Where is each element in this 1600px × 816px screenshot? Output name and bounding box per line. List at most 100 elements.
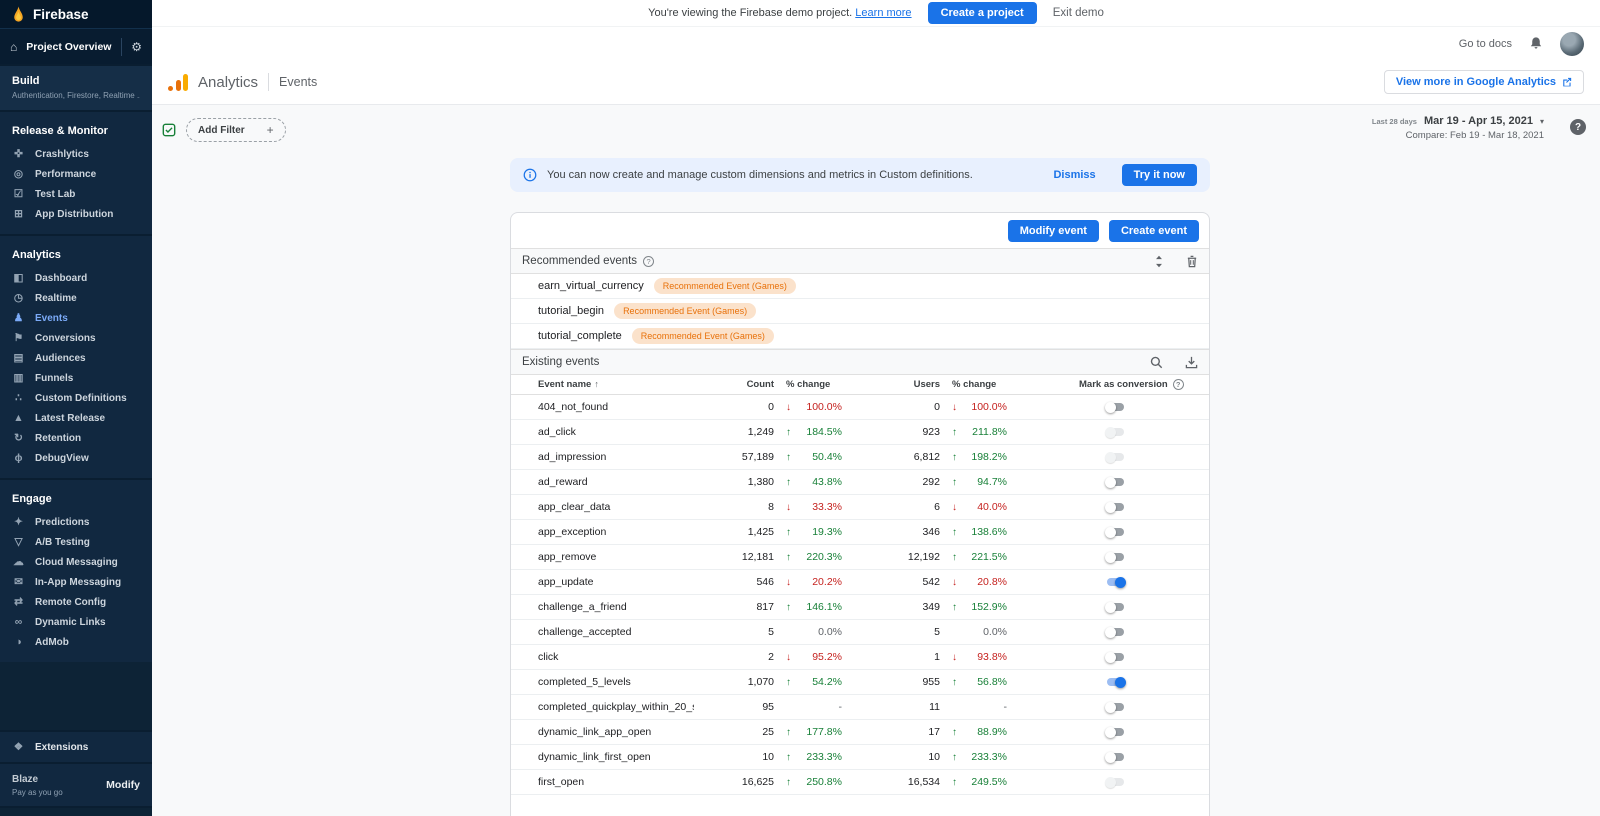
notifications-bell-icon[interactable] (1529, 36, 1543, 51)
brand-name: Firebase (33, 6, 89, 22)
sidebar-item-performance[interactable]: ◎ Performance (13, 168, 97, 180)
event-name: app_clear_data (538, 501, 611, 513)
event-table-row[interactable]: 404_not_found 0 ↓ 100.0% 0 ↓ 100.0% (511, 395, 1209, 420)
event-table-row[interactable]: ad_click 1,249 ↑ 184.5% 923 ↑ 211.8% (511, 420, 1209, 445)
create-event-button[interactable]: Create event (1108, 219, 1199, 242)
sidebar-build-section[interactable]: Build Authentication, Firestore, Realtim… (0, 66, 152, 110)
info-icon (523, 168, 537, 182)
existing-events-title: Existing events (522, 356, 600, 368)
sidebar-item-conversions[interactable]: ⚑ Conversions (13, 332, 96, 344)
gear-icon[interactable]: ⚙ (131, 39, 142, 54)
event-table-row[interactable]: completed_quickplay_within_20_steps 95 -… (511, 695, 1209, 720)
event-table-row[interactable]: challenge_a_friend 817 ↑ 146.1% 349 ↑ 152.… (511, 595, 1209, 620)
event-users-change: ↑ 88.9% (952, 726, 1007, 738)
mark-as-conversion-toggle[interactable] (1105, 501, 1124, 513)
event-table-row[interactable]: app_remove 12,181 ↑ 220.3% 12,192 ↑ 221.5% (511, 545, 1209, 570)
event-name: 404_not_found (538, 401, 609, 413)
sidebar-item-predictions[interactable]: ✦ Predictions (0, 512, 152, 532)
event-table-row[interactable]: click 2 ↓ 95.2% 1 ↓ 93.8% (511, 645, 1209, 670)
mark-as-conversion-toggle[interactable] (1107, 576, 1126, 588)
search-icon[interactable] (1150, 356, 1163, 369)
mark-as-conversion-toggle[interactable] (1105, 476, 1124, 488)
column-users[interactable]: Users (913, 379, 940, 390)
event-table-row[interactable]: app_exception 1,425 ↑ 19.3% 346 ↑ 138.6% (511, 520, 1209, 545)
event-table-row[interactable]: ad_reward 1,380 ↑ 43.8% 292 ↑ 94.7% (511, 470, 1209, 495)
event-users: 349 (922, 601, 940, 613)
go-to-docs-link[interactable]: Go to docs (1458, 37, 1512, 50)
project-overview-row[interactable]: ⌂ Project Overview ⚙ (0, 28, 152, 64)
download-icon[interactable] (1185, 356, 1198, 369)
recommended-event-row[interactable]: earn_virtual_currency Recommended Event … (511, 274, 1209, 299)
event-table-row[interactable]: completed_5_levels 1,070 ↑ 54.2% 955 ↑ 56.… (511, 670, 1209, 695)
event-table-row[interactable]: ad_impression 57,189 ↑ 50.4% 6,812 ↑ 198.2… (511, 445, 1209, 470)
event-users: 6 (934, 501, 940, 513)
sidebar-sections: Release & Monitor ✜ Crashlytics ◎ Perfor… (0, 110, 152, 662)
modify-plan-button[interactable]: Modify (106, 779, 140, 791)
event-table-row[interactable]: app_clear_data 8 ↓ 33.3% 6 ↓ 40.0% (511, 495, 1209, 520)
sidebar-item-app-distribution[interactable]: ⊞ App Distribution (0, 204, 152, 224)
mark-as-conversion-toggle[interactable] (1105, 526, 1124, 538)
dismiss-button[interactable]: Dismiss (1053, 169, 1096, 181)
modify-event-button[interactable]: Modify event (1007, 219, 1099, 242)
sidebar-item-remote-config[interactable]: ⇄ Remote Config (0, 592, 152, 612)
add-filter-button[interactable]: Add Filter + (186, 118, 286, 142)
sidebar-item-latest-release[interactable]: ▲ Latest Release (13, 412, 106, 424)
firebase-brand[interactable]: Firebase (0, 0, 152, 28)
project-overview-label: Project Overview (26, 40, 112, 53)
column-event-name[interactable]: Event name ↑ (538, 379, 599, 390)
event-name: ad_click (538, 426, 576, 438)
help-circle-icon[interactable]: ? (643, 255, 655, 267)
sidebar-item-dynamic-links[interactable]: ∞ Dynamic Links (0, 612, 152, 632)
mark-as-conversion-toggle[interactable] (1105, 401, 1124, 413)
help-button[interactable]: ? (1570, 119, 1586, 135)
column-count[interactable]: Count (746, 379, 774, 390)
stream-status-icon (162, 123, 176, 137)
mark-as-conversion-toggle[interactable] (1105, 651, 1124, 663)
sidebar-item-in-app-messaging[interactable]: ✉ In-App Messaging (0, 572, 152, 592)
mark-as-conversion-toggle[interactable] (1107, 676, 1126, 688)
mark-as-conversion-toggle[interactable] (1105, 601, 1124, 613)
sidebar-spacer (0, 662, 152, 730)
notice-message: You can now create and manage custom dim… (547, 169, 973, 181)
avatar[interactable] (1560, 31, 1584, 56)
learn-more-link[interactable]: Learn more (855, 7, 912, 19)
event-table-row[interactable]: dynamic_link_first_open 10 ↑ 233.3% 10 ↑ 2… (511, 745, 1209, 770)
event-table-row[interactable]: challenge_accepted 5 0.0% 5 0.0% (511, 620, 1209, 645)
try-it-now-button[interactable]: Try it now (1121, 164, 1197, 186)
sidebar-item-cloud-messaging[interactable]: ☁ Cloud Messaging (13, 556, 118, 568)
delete-trash-icon[interactable] (1186, 255, 1198, 268)
sidebar-item-audiences[interactable]: ▤ Audiences (13, 352, 86, 364)
sidebar-item-a-b-testing[interactable]: ▽ A/B Testing (0, 532, 152, 552)
event-users-change: - (1003, 701, 1008, 713)
event-table-row[interactable]: dynamic_link_app_open 25 ↑ 177.8% 17 ↑ 88.… (511, 720, 1209, 745)
mark-as-conversion-toggle[interactable] (1105, 751, 1124, 763)
sidebar-item-crashlytics[interactable]: ✜ Crashlytics (0, 144, 152, 164)
sidebar-item-admob[interactable]: ◑ AdMob (0, 632, 152, 652)
sidebar-item-custom-definitions[interactable]: ∴ Custom Definitions (0, 388, 152, 408)
mark-as-conversion-toggle[interactable] (1105, 726, 1124, 738)
event-table-row[interactable]: first_open 16,625 ↑ 250.8% 16,534 ↑ 249.5% (511, 770, 1209, 795)
help-circle-icon[interactable]: ? (1172, 379, 1184, 390)
mark-as-conversion-toggle[interactable] (1105, 551, 1124, 563)
sidebar-item-funnels[interactable]: ▥ Funnels (13, 372, 74, 384)
sidebar-item-extensions[interactable]: ❖ Extensions (0, 732, 152, 762)
sidebar-item-test-lab[interactable]: ☑ Test Lab (13, 188, 76, 200)
view-more-in-ga-button[interactable]: View more in Google Analytics (1383, 70, 1584, 94)
date-range-picker[interactable]: Last 28 days Mar 19 - Apr 15, 2021 ▾ Com… (1372, 115, 1544, 141)
column-users-change[interactable]: % change (952, 379, 997, 390)
sidebar-item-debugview[interactable]: ϕ DebugView (0, 448, 152, 468)
sidebar-item-realtime[interactable]: ◷ Realtime (13, 292, 77, 304)
exit-demo-button[interactable]: Exit demo (1052, 7, 1104, 19)
mark-as-conversion-toggle[interactable] (1105, 701, 1124, 713)
sidebar-item-dashboard[interactable]: ◧ Dashboard (13, 272, 88, 284)
recommended-event-row[interactable]: tutorial_complete Recommended Event (Gam… (511, 324, 1209, 349)
sidebar-item-retention[interactable]: ↻ Retention (0, 428, 152, 448)
sidebar-item-events[interactable]: ♟ Events (13, 312, 68, 324)
event-table-row[interactable]: app_update 546 ↓ 20.2% 542 ↓ 20.8% (511, 570, 1209, 595)
create-project-button[interactable]: Create a project (927, 2, 1037, 24)
column-count-change[interactable]: % change (786, 379, 831, 390)
event-users: 542 (922, 576, 940, 588)
mark-as-conversion-toggle[interactable] (1105, 626, 1124, 638)
recommended-event-row[interactable]: tutorial_begin Recommended Event (Games) (511, 299, 1209, 324)
collapse-expand-icon[interactable] (1154, 255, 1164, 268)
